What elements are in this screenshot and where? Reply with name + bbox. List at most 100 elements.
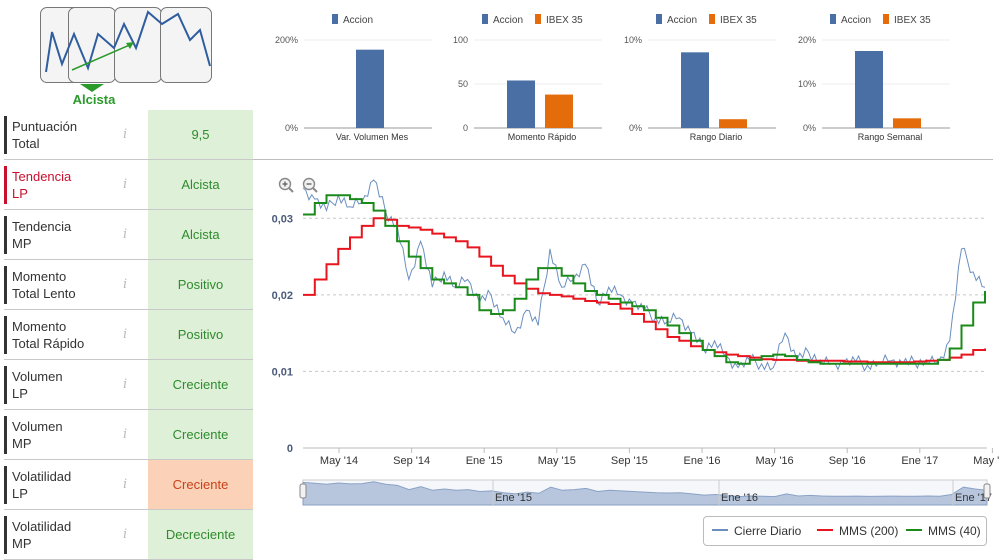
indicator-chart-3: Accion IBEX 35 10% 0% Rango Diario (606, 0, 781, 150)
divider (253, 159, 993, 160)
row-marker (4, 416, 7, 454)
metric-row[interactable]: Puntuación Total i 9,5 (4, 110, 253, 160)
metric-row[interactable]: Volumen LP i Creciente (4, 360, 253, 410)
legend-label-price: Cierre Diario (734, 524, 802, 538)
legend-item-mms200[interactable]: MMS (200) (817, 524, 898, 538)
bar-accion[interactable] (356, 49, 384, 128)
indicator-legend: Accion IBEX 35 (656, 14, 769, 26)
info-icon[interactable]: i (123, 327, 128, 342)
info-icon[interactable]: i (123, 377, 128, 392)
zoom-out-icon[interactable] (302, 177, 318, 193)
metric-row[interactable]: Volatilidad LP i Creciente (4, 460, 253, 510)
bar-accion[interactable] (855, 51, 883, 128)
metrics-table: Puntuación Total i 9,5 Tendencia LP i Alcista Te… (4, 110, 253, 560)
metric-label: Tendencia MP (12, 219, 72, 251)
navigator-handle-right[interactable] (983, 483, 991, 499)
y-tick-label: 0,01 (272, 366, 293, 378)
x-tick-label: May '16 (756, 455, 794, 467)
info-icon[interactable]: i (123, 527, 128, 542)
y-tick-label: 10% (798, 79, 816, 89)
navigator-series (302, 481, 988, 506)
category-label: Momento Rápido (508, 132, 577, 142)
series-mms-40[interactable] (303, 194, 986, 365)
metric-row[interactable]: Volatilidad MP i Decreciente (4, 510, 253, 560)
y-tick-label: 0% (803, 123, 816, 133)
info-icon[interactable]: i (123, 427, 128, 442)
category-label: Var. Volumen Mes (336, 132, 409, 142)
bar-accion[interactable] (681, 52, 709, 128)
metric-label: Momento Total Rápido (12, 319, 85, 351)
bar-ibex[interactable] (545, 94, 573, 128)
y-tick-label: 0,02 (272, 290, 293, 302)
y-tick-label: 200% (275, 35, 298, 45)
indicator-bars: 200% 0% Var. Volumen Mes (275, 35, 432, 142)
x-tick-label: Ene '15 (466, 455, 503, 467)
metric-label: Momento Total Lento (12, 269, 76, 301)
metric-value: Alcista (148, 210, 253, 259)
metric-row[interactable]: Tendencia MP i Alcista (4, 210, 253, 260)
metric-row[interactable]: Tendencia LP i Alcista (4, 160, 253, 210)
info-icon[interactable]: i (123, 277, 128, 292)
row-marker (4, 466, 7, 504)
category-label: Rango Semanal (858, 132, 923, 142)
x-tick-label: Sep '14 (393, 455, 430, 467)
info-icon[interactable]: i (123, 177, 128, 192)
metric-label: Volatilidad MP (12, 519, 72, 551)
row-marker (4, 366, 7, 404)
trend-option-bullish[interactable] (68, 7, 116, 83)
series-mms-200[interactable] (303, 217, 986, 364)
x-tick-label: Sep '15 (611, 455, 648, 467)
legend-ibex[interactable]: IBEX 35 (535, 14, 583, 26)
indicator-chart-4: Accion IBEX 35 20% 10% 0% Rango Semanal (780, 0, 955, 150)
metric-label: Tendencia LP (12, 169, 72, 201)
legend-item-mms40[interactable]: MMS (40) (906, 524, 981, 538)
y-tick-label: 100 (453, 35, 468, 45)
legend-accion[interactable]: Accion (830, 14, 871, 26)
metric-row[interactable]: Momento Total Rápido i Positivo (4, 310, 253, 360)
y-tick-label: 0% (629, 123, 642, 133)
metric-label: Volumen MP (12, 419, 63, 451)
series-cierre-diario[interactable] (302, 179, 986, 372)
metric-row[interactable]: Momento Total Lento i Positivo (4, 260, 253, 310)
navigator-label: Ene '17 (955, 492, 992, 504)
indicator-bars: 20% 10% 0% Rango Semanal (798, 35, 950, 142)
info-icon[interactable]: i (123, 477, 128, 492)
metric-value: Positivo (148, 310, 253, 359)
legend-accion[interactable]: Accion (656, 14, 697, 26)
bar-ibex[interactable] (893, 118, 921, 128)
legend-ibex[interactable]: IBEX 35 (883, 14, 931, 26)
x-tick-label: Ene '17 (901, 455, 938, 467)
legend-accion[interactable]: Accion (482, 14, 523, 26)
navigator-label: Ene '15 (495, 492, 532, 504)
metric-value: Creciente (148, 360, 253, 409)
y-tick-label: 50 (458, 79, 468, 89)
legend-item-price[interactable]: Cierre Diario (712, 524, 801, 538)
info-icon[interactable]: i (123, 127, 128, 142)
metric-label: Volumen LP (12, 369, 63, 401)
x-tick-label: May '14 (320, 455, 358, 467)
info-icon[interactable]: i (123, 227, 128, 242)
y-tick-label: 0 (287, 443, 293, 455)
row-marker (4, 166, 7, 204)
metric-row[interactable]: Volumen MP i Creciente (4, 410, 253, 460)
zoom-in-icon[interactable] (278, 177, 294, 193)
y-tick-label: 10% (624, 35, 642, 45)
metric-value: Alcista (148, 160, 253, 209)
indicator-bars: 10% 0% Rango Diario (624, 35, 776, 142)
category-label: Rango Diario (690, 132, 743, 142)
navigator-handle-left[interactable] (299, 483, 307, 499)
row-marker (4, 516, 7, 554)
legend-accion[interactable]: Accion (332, 14, 373, 26)
bar-ibex[interactable] (719, 119, 747, 128)
metric-value: Positivo (148, 260, 253, 309)
y-tick-label: 0 (463, 123, 468, 133)
chart-legend: Cierre Diario MMS (200) MMS (40) (703, 516, 987, 546)
indicator-legend: Accion IBEX 35 (482, 14, 595, 26)
metric-value: Creciente (148, 410, 253, 459)
metric-label: Volatilidad LP (12, 469, 72, 501)
trend-label: Alcista (72, 92, 116, 107)
legend-ibex[interactable]: IBEX 35 (709, 14, 757, 26)
x-tick-label: Ene '16 (684, 455, 721, 467)
bar-accion[interactable] (507, 80, 535, 128)
row-marker (4, 216, 7, 254)
